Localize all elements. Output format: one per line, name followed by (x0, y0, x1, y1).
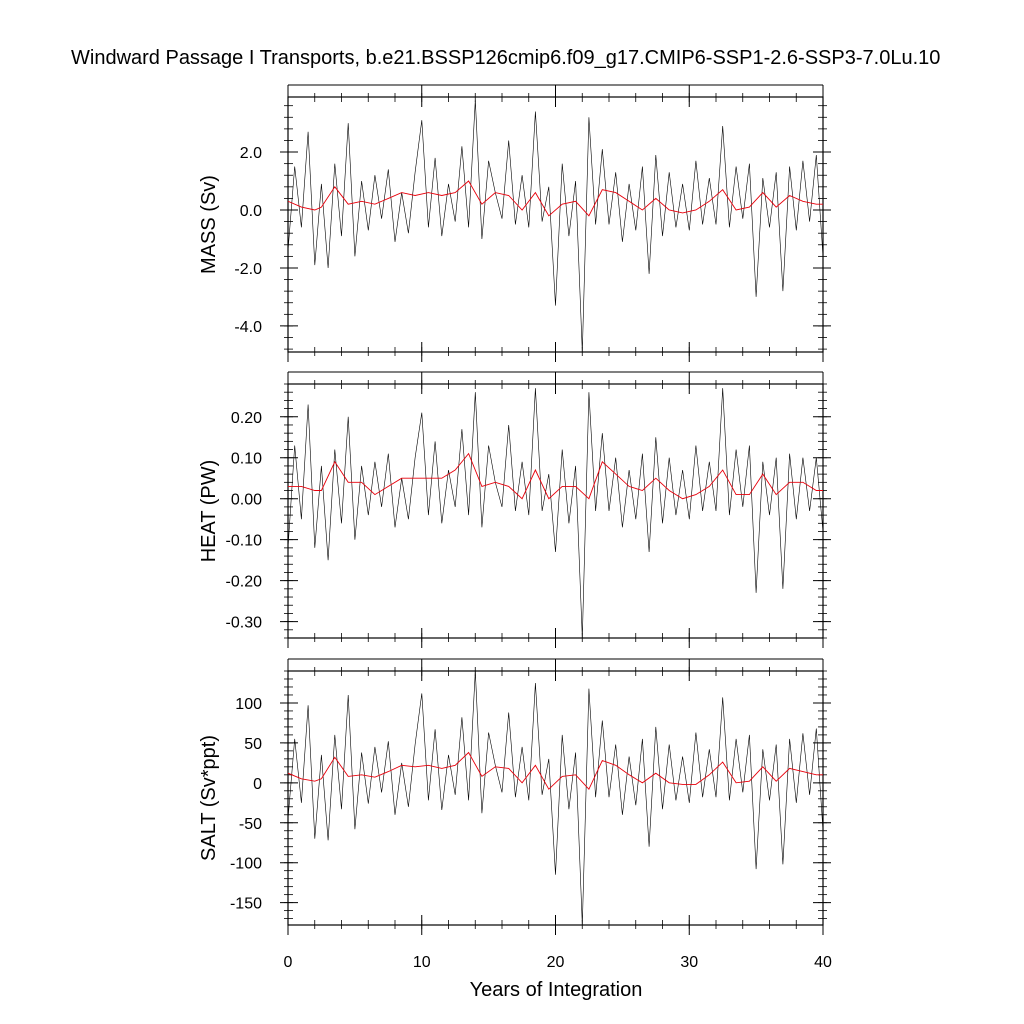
x-axis-label: Years of Integration (470, 979, 643, 1001)
y-tick-label: 0.20 (231, 410, 262, 427)
y-axis-label: HEAT (PW) (198, 460, 220, 563)
y-axis-label: MASS (Sv) (198, 175, 220, 274)
plot-frame (287, 383, 824, 639)
x-tick-label: 0 (284, 954, 293, 971)
y-tick-label: 50 (244, 736, 262, 753)
y-tick-label: 100 (235, 696, 262, 713)
page-title: Windward Passage I Transports, b.e21.BSS… (71, 47, 941, 69)
y-tick-label: -4.0 (234, 319, 262, 336)
y-tick-label: 2.0 (240, 145, 262, 162)
y-tick-label: 0 (253, 776, 262, 793)
y-tick-label: 0.00 (231, 492, 262, 509)
series-line-smoothed (288, 452, 823, 500)
y-tick-label: -100 (230, 856, 262, 873)
y-tick-label: -0.10 (226, 533, 263, 550)
series-line-raw (288, 671, 823, 925)
y-tick-label: -2.0 (234, 261, 262, 278)
y-tick-label: -150 (230, 896, 262, 913)
plot-frame (287, 96, 824, 353)
series-line-smoothed (288, 180, 823, 217)
series-line-raw (288, 388, 823, 638)
y-tick-label: 0.0 (240, 203, 262, 220)
y-tick-label: -0.30 (226, 615, 263, 632)
x-tick-label: 20 (547, 954, 565, 971)
y-tick-label: 0.10 (231, 451, 262, 468)
plot-frame (287, 670, 824, 926)
panel-heat: 0.20 0.10 0.00 -0.10 -0.20 -0.30 HEAT (PW) (198, 371, 831, 648)
y-tick-label: -0.20 (226, 574, 263, 591)
x-tick-label: 10 (413, 954, 431, 971)
panel-salt: 100 50 0 -50 -100 -150 0 10 20 30 40 SALT (Sv*ppt) (198, 658, 832, 971)
x-tick-label: 30 (680, 954, 698, 971)
y-axis-label: SALT (Sv*ppt) (198, 735, 220, 861)
series-line-raw (288, 99, 823, 352)
y-tick-label: -50 (239, 816, 262, 833)
series-line-smoothed (288, 751, 823, 790)
panel-mass: 2.0 0.0 -2.0 -4.0 MASS (Sv) (198, 84, 831, 362)
x-tick-label: 40 (814, 954, 832, 971)
